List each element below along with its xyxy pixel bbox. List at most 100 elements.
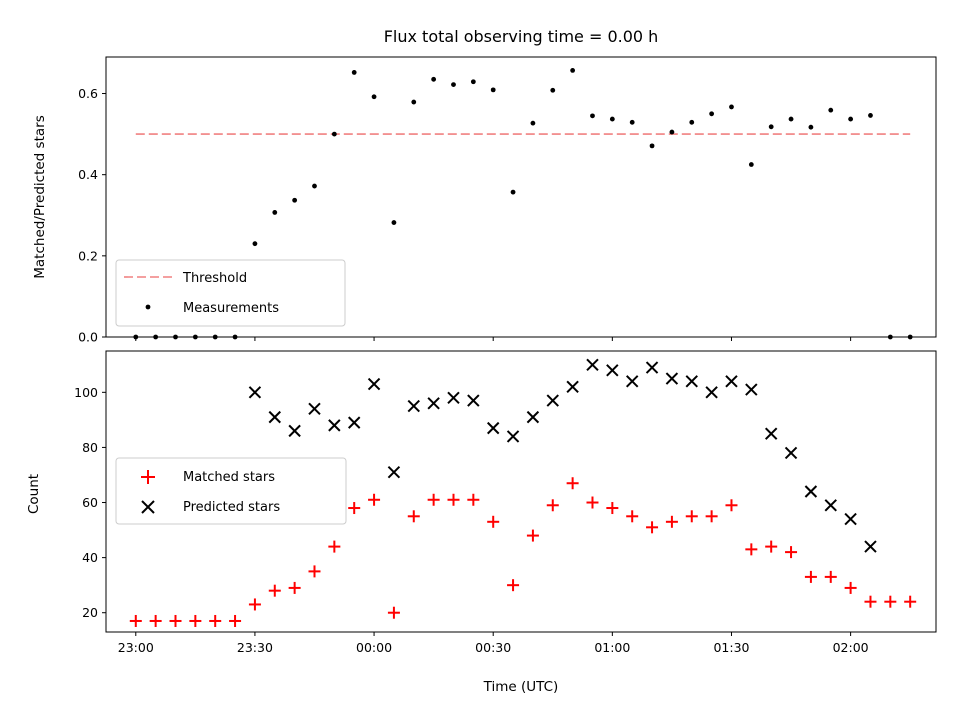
y-tick-label: 0.2 — [78, 248, 98, 263]
matched-stars-point — [745, 543, 758, 556]
x-tick-label: 23:00 — [118, 640, 154, 655]
measurement-point — [590, 113, 595, 119]
bottom-panel: 20 40 60 80 100 23:00 23:30 00:00 00:30 01:00 01:… — [26, 350, 937, 695]
predicted-stars-point — [546, 394, 559, 407]
measurement-point — [431, 76, 437, 82]
matched-stars-point — [804, 570, 817, 583]
matched-stars-point — [348, 502, 361, 515]
top-x-axis — [135, 337, 852, 341]
measurement-point — [729, 104, 734, 110]
legend-measurements-label: Measurements — [183, 301, 279, 316]
bottom-legend: Matched stars Predicted stars — [115, 457, 347, 525]
x-axis-label: Time (UTC) — [483, 679, 559, 695]
matched-stars-point — [824, 570, 837, 583]
measurement-point — [530, 120, 536, 126]
measurement-point — [490, 87, 496, 93]
matched-stars-point — [864, 595, 877, 608]
predicted-stars-point — [844, 512, 857, 526]
y-tick-label: 60 — [82, 495, 98, 510]
predicted-stars-point — [784, 446, 798, 460]
measurement-point — [808, 124, 814, 130]
x-tick-label: 23:30 — [237, 640, 273, 655]
matched-stars-point — [785, 546, 798, 559]
predicted-stars-point — [745, 383, 758, 396]
bottom-axes-frame — [105, 350, 937, 633]
x-tick-label: 02:00 — [833, 640, 869, 655]
top-panel: 0.0 0.2 0.4 0.6 Matched/Predicted stars Thr… — [32, 56, 937, 345]
matched-stars-point — [685, 510, 698, 523]
matched-stars-point — [487, 515, 500, 528]
chart-title: Flux total observing time = 0.00 h — [384, 27, 659, 46]
predicted-stars-point — [486, 421, 500, 435]
predicted-stars-point — [347, 416, 361, 429]
legend-measurements-swatch — [145, 304, 151, 310]
measurement-point — [371, 94, 377, 100]
top-plot-data — [133, 67, 913, 340]
predicted-stars-point — [566, 380, 579, 394]
predicted-stars-point — [506, 430, 520, 443]
matched-stars-point — [427, 493, 440, 506]
measurement-point — [768, 124, 774, 130]
matched-stars-point — [447, 493, 460, 506]
y-tick-label: 0.4 — [78, 167, 98, 182]
measurement-point — [848, 116, 854, 122]
predicted-stars-point — [248, 386, 262, 399]
predicted-stars-point — [764, 427, 778, 440]
matched-stars-point — [209, 614, 222, 627]
y-tick-label: 20 — [82, 605, 98, 620]
predicted-stars-point — [625, 375, 639, 388]
predicted-stars-point — [864, 540, 877, 553]
measurement-point — [868, 113, 873, 118]
matched-stars-point — [507, 579, 520, 592]
legend-predicted-label: Predicted stars — [183, 500, 280, 515]
measurement-point — [470, 79, 476, 85]
predicted-stars-point — [824, 499, 837, 512]
matched-stars-point — [844, 581, 857, 594]
matched-stars-point — [904, 595, 917, 608]
matched-stars-point — [308, 565, 321, 578]
legend-predicted-swatch — [141, 500, 155, 514]
bottom-y-axis: 20 40 60 80 100 — [74, 385, 106, 620]
matched-stars-point — [725, 499, 738, 512]
matched-stars-point — [268, 584, 281, 597]
legend-matched-swatch — [141, 470, 155, 484]
measurement-point — [351, 70, 357, 75]
y-tick-label: 40 — [82, 550, 98, 565]
measurement-point — [391, 220, 397, 225]
top-legend: Threshold Measurements — [115, 259, 346, 327]
x-tick-label: 01:00 — [594, 640, 630, 655]
legend-matched-label: Matched stars — [183, 470, 275, 485]
measurement-point — [609, 116, 615, 122]
matched-stars-point — [288, 581, 301, 594]
matched-stars-point — [546, 499, 559, 512]
matched-stars-point — [189, 614, 202, 627]
measurement-point — [689, 119, 695, 125]
matched-stars-point — [765, 540, 778, 553]
predicted-stars-point — [804, 485, 818, 498]
predicted-stars-point — [387, 466, 401, 479]
measurement-point — [748, 162, 754, 167]
predicted-stars-point — [586, 358, 599, 371]
predicted-stars-point — [685, 375, 698, 388]
matched-stars-point — [129, 614, 142, 627]
bottom-plot-data — [129, 358, 917, 627]
bottom-legend-box — [115, 457, 347, 525]
predicted-stars-point — [705, 386, 718, 399]
measurement-point — [649, 143, 655, 149]
measurement-point — [550, 87, 556, 93]
measurement-point — [411, 99, 417, 105]
x-tick-label: 00:30 — [475, 640, 511, 655]
legend-threshold-label: Threshold — [182, 271, 247, 286]
matched-stars-point — [248, 598, 261, 611]
predicted-stars-point — [447, 391, 460, 405]
matched-stars-point — [606, 502, 619, 515]
y-tick-label: 80 — [82, 440, 98, 455]
matched-stars-point — [665, 515, 678, 528]
measurement-point — [709, 111, 715, 117]
measurement-point — [331, 131, 337, 137]
predicted-stars-point — [308, 402, 321, 416]
predicted-stars-point — [427, 397, 440, 410]
measurement-point — [272, 210, 278, 215]
predicted-stars-point — [467, 394, 480, 407]
measurement-point — [669, 129, 675, 135]
